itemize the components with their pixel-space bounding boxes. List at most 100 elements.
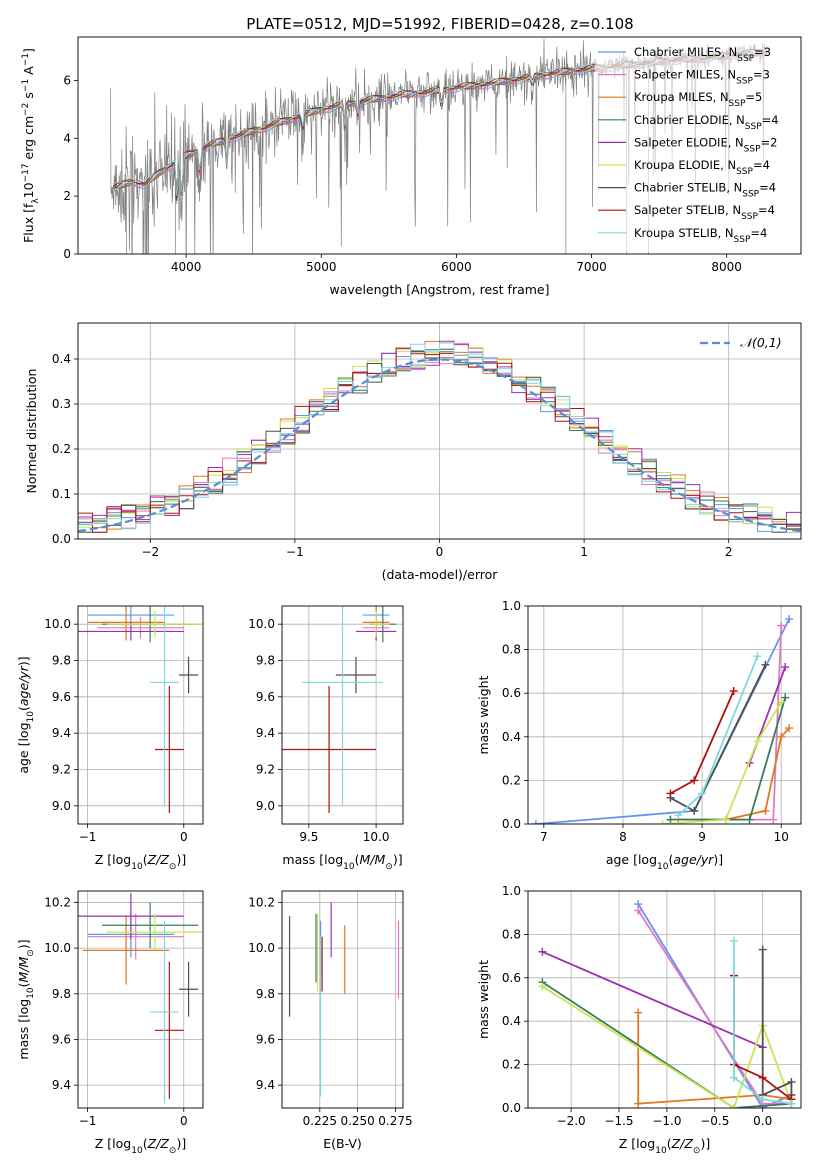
weight-marker bbox=[753, 737, 762, 746]
x-tick-label: −1 bbox=[79, 830, 97, 844]
x-axis-label-part: E(B-V) bbox=[323, 1136, 362, 1151]
y-axis-label-part: mass weight bbox=[476, 675, 491, 754]
x-axis-label-part: 10 bbox=[657, 862, 669, 872]
errorbar-point bbox=[178, 656, 199, 694]
x-axis-label: (data-model)/error bbox=[382, 567, 499, 582]
y-axis-label-part: s bbox=[21, 92, 36, 103]
x-axis-label-part: 10 bbox=[655, 1146, 667, 1156]
y-axis-label-part: Flux [f bbox=[21, 203, 36, 243]
x-axis-label-part: ( bbox=[668, 852, 673, 867]
weight-marker bbox=[634, 1008, 643, 1017]
x-tick-label: −1 bbox=[286, 545, 304, 559]
y-axis-label: mass weight bbox=[476, 960, 491, 1039]
legend-label-part: =4 bbox=[758, 203, 775, 217]
y-tick-label: 9.6 bbox=[52, 1032, 71, 1046]
y-tick-label: 0.2 bbox=[502, 1058, 521, 1072]
x-axis-label-part: ⊙ bbox=[385, 862, 393, 872]
x-axis-label-part: Z/Z bbox=[147, 852, 170, 867]
legend-label-part: =4 bbox=[750, 226, 767, 240]
axes-frame bbox=[77, 605, 204, 825]
x-tick-label: −1 bbox=[79, 1114, 97, 1128]
age-vs-metallicity-axes: −1 09.09.29.49.69.810.0Z [log10(Z/Z⊙)]age… bbox=[16, 605, 204, 872]
y-tick-label: 4 bbox=[63, 131, 71, 145]
y-tick-label: 10.2 bbox=[44, 895, 71, 909]
legend-label: Kroupa ELODIE, NSSP=4 bbox=[634, 158, 770, 177]
weight-marker bbox=[787, 1077, 796, 1086]
x-tick-label: 4000 bbox=[171, 260, 202, 274]
y-tick-label: 0.1 bbox=[52, 487, 71, 501]
y-tick-label: 10.2 bbox=[248, 895, 275, 909]
weight-marker bbox=[538, 947, 547, 956]
y-axis-label-part: −1 bbox=[21, 53, 31, 66]
y-axis-label-part: mass weight bbox=[476, 960, 491, 1039]
weight-marker bbox=[658, 820, 667, 824]
weight-marker bbox=[761, 806, 770, 815]
legend-label-part: =3 bbox=[754, 45, 771, 59]
y-axis-label-part: λ bbox=[31, 198, 41, 204]
errorbar-point bbox=[102, 902, 199, 949]
x-tick-label: 8000 bbox=[711, 260, 742, 274]
errorbar-point bbox=[87, 606, 165, 641]
legend-label: Chabrier STELIB, NSSP=4 bbox=[634, 181, 776, 200]
legend-label-part: =4 bbox=[753, 158, 770, 172]
x-axis-label-part: ⊙ bbox=[693, 1146, 701, 1156]
y-axis-label: Flux [fλ10−17 erg cm−2 s−1 A−1] bbox=[21, 48, 41, 243]
weight-marker bbox=[758, 1095, 767, 1104]
weight-marker bbox=[753, 652, 762, 661]
x-tick-label: 7000 bbox=[576, 260, 607, 274]
legend-background bbox=[595, 42, 800, 252]
y-axis-label: age [log10(age/yr)] bbox=[16, 656, 36, 773]
y-tick-label: 0.4 bbox=[52, 352, 71, 366]
weight-marker bbox=[690, 776, 699, 785]
y-tick-label: 1.0 bbox=[502, 599, 521, 613]
y-axis-label-part: −17 bbox=[21, 163, 31, 182]
legend-label-part: SSP bbox=[741, 212, 758, 222]
y-tick-label: 0.8 bbox=[502, 643, 521, 657]
weight-marker bbox=[729, 1073, 738, 1082]
residual-histogram-axes: −2 −1 0 1 2 0.0 0.1 0.2 0.3 0.4 (data-model)/error… bbox=[24, 322, 802, 582]
x-tick-label: 10.0 bbox=[363, 830, 390, 844]
x-axis-label: age [log10(age/yr)] bbox=[606, 852, 723, 872]
weight-marker bbox=[634, 906, 643, 915]
y-tick-label: 10.0 bbox=[44, 617, 71, 631]
y-tick-label: 9.4 bbox=[52, 1078, 71, 1092]
x-tick-label: 0 bbox=[436, 545, 444, 559]
legend-label-part: =5 bbox=[745, 90, 762, 104]
legend-label-part: Chabrier ELODIE, N bbox=[634, 113, 745, 127]
weight-marker bbox=[777, 732, 786, 741]
x-axis-label: mass [log10(M/M⊙)] bbox=[282, 852, 402, 872]
y-tick-label: 0.4 bbox=[502, 1014, 521, 1028]
y-tick-label: 0 bbox=[63, 247, 71, 261]
x-tick-label: 5000 bbox=[306, 260, 337, 274]
legend-label-part: =2 bbox=[761, 135, 778, 149]
legend-label-part: Kroupa ELODIE, N bbox=[634, 158, 736, 172]
y-tick-label: 9.4 bbox=[52, 726, 71, 740]
y-axis-label-part: ( bbox=[16, 982, 31, 987]
weight-marker bbox=[666, 789, 675, 798]
legend-label-part: Chabrier MILES, N bbox=[634, 45, 737, 59]
y-tick-label: 0.8 bbox=[502, 927, 521, 941]
weight-marker bbox=[538, 982, 547, 991]
y-tick-label: 9.6 bbox=[256, 690, 275, 704]
mass-vs-metallicity-plot-area bbox=[78, 893, 203, 1104]
x-axis-label-part: Z [log bbox=[95, 1136, 131, 1151]
weight-vs-metallicity-axes: −2.0 −1.5 −1.0 −0.5 0.0 0.0 0.2 0.4 0.6 0.8 1.0 Z [… bbox=[476, 884, 802, 1156]
x-axis-label-part: Z [log bbox=[619, 1136, 655, 1151]
weight-series-line bbox=[541, 981, 792, 1108]
errorbar-point bbox=[78, 622, 184, 641]
y-tick-label: 9.2 bbox=[52, 763, 71, 777]
weight-series-line bbox=[733, 940, 792, 1105]
x-axis-label-part: 10 bbox=[131, 1146, 143, 1156]
legend-label-part: SSP bbox=[734, 235, 751, 245]
normal-reference-curve bbox=[78, 358, 801, 533]
errorbar-point bbox=[154, 685, 184, 814]
x-axis-label-part: Z/Z bbox=[671, 1136, 694, 1151]
errorbar-point bbox=[87, 913, 184, 960]
y-axis-label-part: )] bbox=[16, 939, 31, 949]
y-tick-label: 6 bbox=[63, 73, 71, 87]
legend-label-part: Chabrier STELIB, N bbox=[634, 181, 742, 195]
x-axis-label-part: ⊙ bbox=[169, 1146, 177, 1156]
weight-marker bbox=[785, 724, 794, 733]
x-tick-label: 2 bbox=[725, 545, 733, 559]
y-tick-label: 9.4 bbox=[256, 726, 275, 740]
